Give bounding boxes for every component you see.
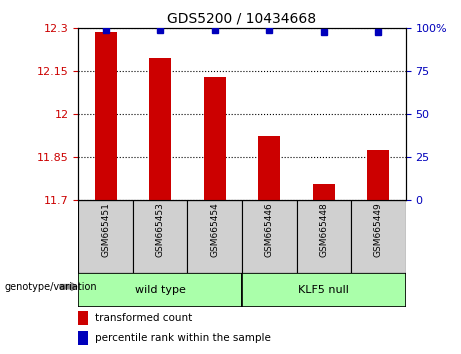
Text: GSM665446: GSM665446 — [265, 202, 274, 257]
Text: GSM665448: GSM665448 — [319, 202, 328, 257]
Bar — [95, 32, 117, 200]
Text: GSM665453: GSM665453 — [156, 202, 165, 257]
Text: wild type: wild type — [135, 285, 186, 295]
Text: transformed count: transformed count — [95, 313, 192, 323]
Text: KLF5 null: KLF5 null — [298, 285, 349, 295]
Text: GSM665451: GSM665451 — [101, 202, 110, 257]
Bar — [78, 273, 242, 307]
Bar — [296, 200, 351, 273]
Bar — [204, 77, 226, 200]
Bar — [78, 331, 88, 345]
Bar — [242, 200, 296, 273]
Bar — [242, 273, 406, 307]
Bar — [133, 200, 188, 273]
Bar — [258, 136, 280, 200]
Text: GSM665454: GSM665454 — [210, 202, 219, 257]
Title: GDS5200 / 10434668: GDS5200 / 10434668 — [167, 12, 317, 26]
Bar — [78, 200, 133, 273]
Text: percentile rank within the sample: percentile rank within the sample — [95, 333, 271, 343]
Bar — [78, 311, 88, 325]
Text: GSM665449: GSM665449 — [374, 202, 383, 257]
Bar — [313, 184, 335, 200]
Bar — [188, 200, 242, 273]
Bar — [351, 200, 406, 273]
Bar — [367, 150, 389, 200]
Text: genotype/variation: genotype/variation — [5, 282, 97, 292]
Bar — [149, 58, 171, 200]
